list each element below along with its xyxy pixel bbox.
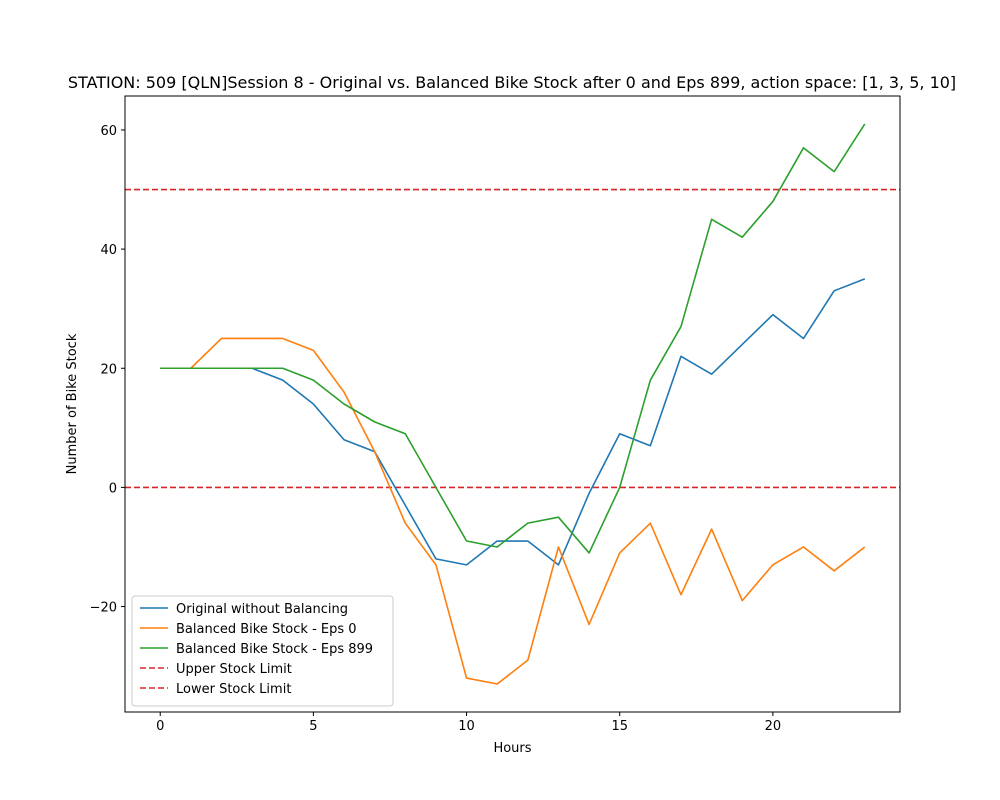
plot-layer — [125, 123, 900, 685]
x-tick-label: 20 — [765, 719, 782, 734]
series-line-balanced-bike-stock-eps-0 — [160, 337, 866, 685]
y-tick-label: 20 — [100, 362, 117, 377]
legend-label-balanced-bike-stock-eps-899: Balanced Bike Stock - Eps 899 — [176, 642, 373, 657]
legend-label-balanced-bike-stock-eps-0: Balanced Bike Stock - Eps 0 — [176, 622, 357, 637]
series-line-original-without-balancing — [160, 278, 866, 566]
x-tick-label: 0 — [156, 719, 164, 734]
x-axis: 0 5 10 15 20 — [156, 712, 781, 734]
x-tick-label: 5 — [309, 719, 317, 734]
legend-label-lower-stock-limit: Lower Stock Limit — [176, 682, 291, 697]
x-tick-label: 10 — [458, 719, 475, 734]
x-axis-label: Hours — [493, 741, 531, 756]
legend-label-upper-stock-limit: Upper Stock Limit — [176, 662, 292, 677]
legend-box — [131, 595, 394, 707]
y-tick-label: 60 — [100, 124, 117, 139]
series-line-balanced-bike-stock-eps-899 — [160, 123, 866, 554]
chart-title: STATION: 509 [QLN]Session 8 - Original v… — [68, 73, 956, 92]
y-axis: −20 0 20 40 60 — [90, 124, 125, 616]
y-tick-label: −20 — [90, 601, 117, 616]
legend: Original without Balancing Balanced Bike … — [131, 595, 394, 707]
y-tick-label: 40 — [100, 243, 117, 258]
y-axis-label: Number of Bike Stock — [65, 333, 80, 474]
x-tick-label: 15 — [611, 719, 628, 734]
legend-label-original-without-balancing: Original without Balancing — [176, 602, 348, 617]
y-tick-label: 0 — [109, 481, 117, 496]
plot-frame — [124, 95, 901, 713]
